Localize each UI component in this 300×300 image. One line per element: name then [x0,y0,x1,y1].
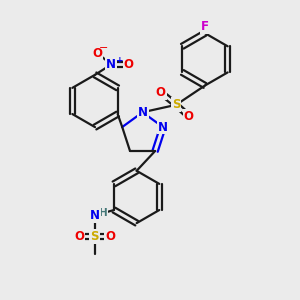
Text: O: O [74,230,84,243]
Text: N: N [90,209,100,222]
Text: +: + [116,56,124,65]
Text: O: O [184,110,194,123]
Text: H: H [99,208,107,218]
Text: N: N [106,58,116,71]
Text: S: S [90,230,99,243]
Text: S: S [172,98,180,111]
Text: O: O [124,58,134,71]
Text: F: F [201,20,209,33]
Text: −: − [99,43,109,53]
Text: N: N [158,121,168,134]
Text: O: O [92,46,102,60]
Text: N: N [138,106,148,119]
Text: O: O [105,230,115,243]
Text: O: O [156,86,166,99]
